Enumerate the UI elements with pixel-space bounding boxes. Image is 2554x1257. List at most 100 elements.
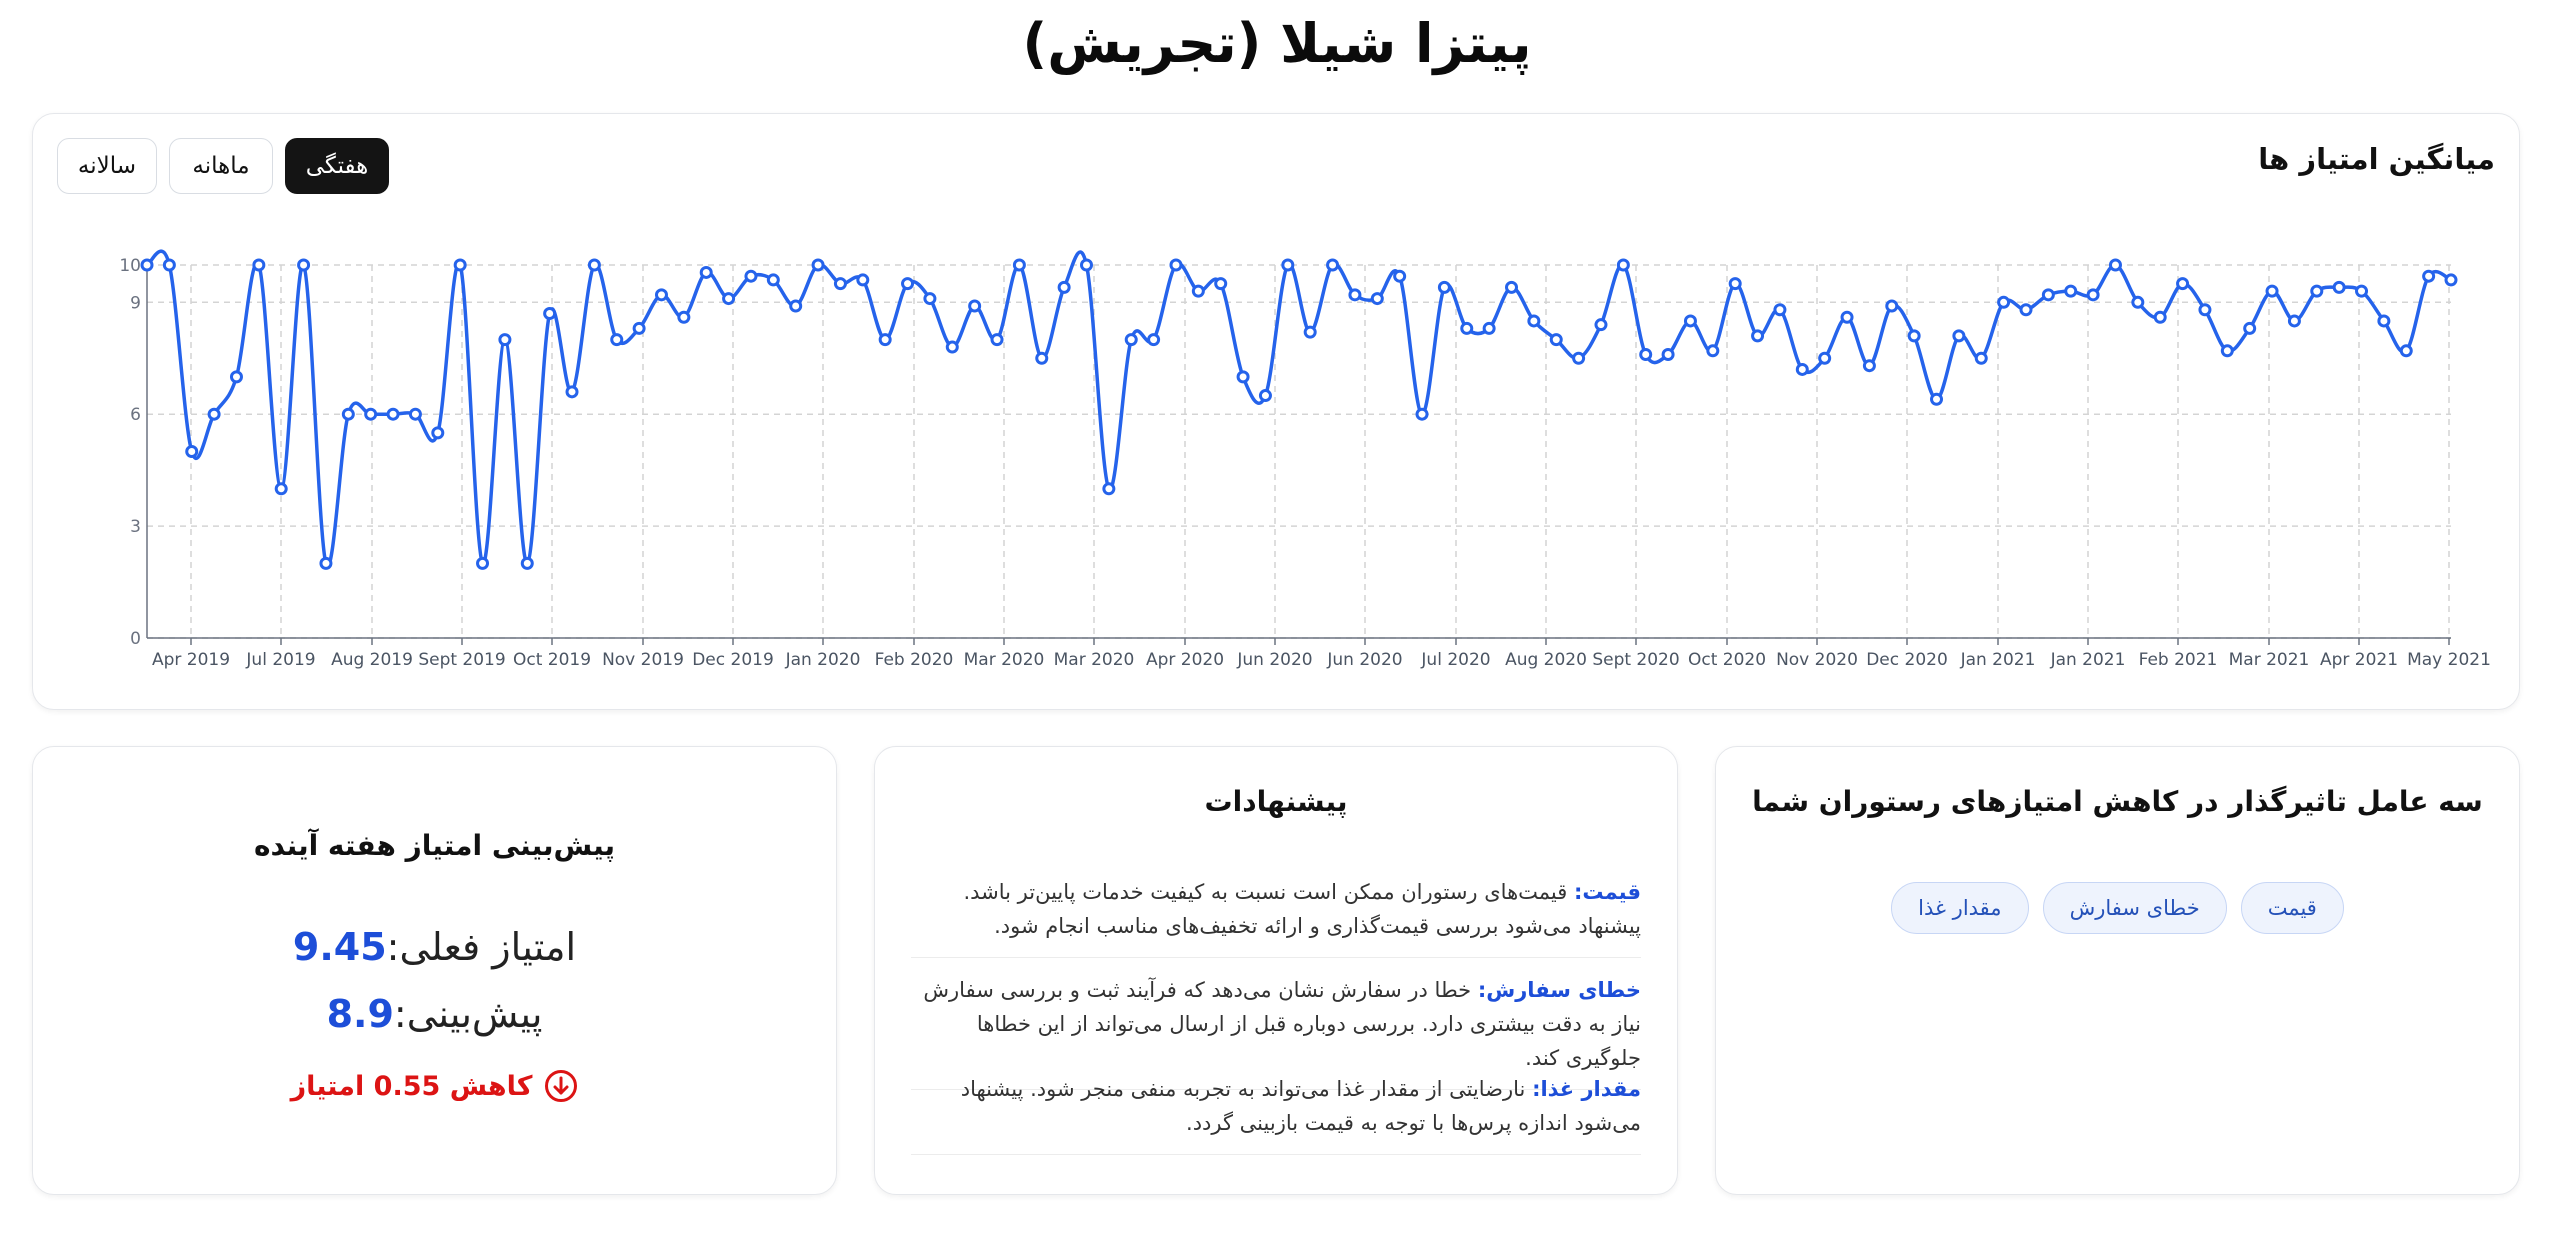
x-tick-label: Feb 2020 [875,650,954,670]
data-point [901,277,915,291]
data-point [1505,280,1519,294]
forecast-heading: پیش‌بینی امتیاز هفته آینده [253,829,616,862]
data-point [2019,303,2033,317]
data-point [587,258,601,272]
suggestion-item: قیمت: قیمت‌های رستوران ممکن است نسبت به … [911,875,1641,958]
data-point [990,333,1004,347]
x-tick-label: Oct 2019 [513,650,591,670]
data-point [2108,258,2122,272]
tab-weekly[interactable]: هفتگی [285,138,389,194]
data-point [2355,284,2369,298]
x-tick-label: Sept 2019 [418,650,505,670]
data-point [1482,321,1496,335]
data-point [1057,280,1071,294]
data-point [968,299,982,313]
data-point [207,407,221,421]
data-point [1661,348,1675,362]
data-point [1930,392,1944,406]
factor-tag-order-error[interactable]: خطای سفارش [2042,882,2227,934]
data-point [811,258,825,272]
predicted-score: پیش‌بینی:8.9 [33,992,836,1036]
data-point [878,333,892,347]
data-point [431,426,445,440]
data-point [386,407,400,421]
x-tick-label: Aug 2019 [331,650,413,670]
data-point [1572,351,1586,365]
data-point [1236,370,1250,384]
data-point [1818,351,1832,365]
data-point [1437,280,1451,294]
x-tick-label: May 2021 [2407,650,2491,670]
data-point [1415,407,1429,421]
suggestions-heading: پیشنهادات [1204,785,1348,818]
data-point [610,333,624,347]
data-point [632,321,646,335]
ratings-chart-card: 0 3 6 9 10 Apr 2019 Jul 2019 Aug 2019 Sept 2019 O… [32,113,2520,710]
data-point [2086,288,2100,302]
data-point [856,273,870,287]
arrow-down-circle-icon [545,1070,578,1102]
data-point [1147,333,1161,347]
current-score-value: 9.45 [292,925,387,969]
y-tick-label: 10 [119,256,141,276]
x-tick-label: Sept 2020 [1592,650,1679,670]
data-point [1840,310,1854,324]
data-point [1281,258,1295,272]
factors-card: سه عامل تاثیرگذار در کاهش امتیازهای رستو… [1715,746,2520,1195]
data-point [1214,277,1228,291]
data-point [1191,284,1205,298]
data-point [945,340,959,354]
data-point [565,385,579,399]
current-score-label: امتیاز فعلی: [386,925,577,969]
data-point [2198,303,2212,317]
data-point [520,556,534,570]
tab-yearly[interactable]: سالانه [57,138,157,194]
data-point [699,265,713,279]
x-tick-label: Mar 2020 [964,650,1045,670]
score-change: کاهش 0.55 امتیاز [33,1069,836,1103]
x-tick-label: Jan 2021 [2050,650,2126,670]
data-point [654,288,668,302]
data-point [1773,303,1787,317]
data-point [1169,258,1183,272]
factor-tag-food-quantity[interactable]: مقدار غذا [1891,882,2029,934]
x-tick-label: Nov 2019 [602,650,684,670]
data-point [2444,273,2458,287]
x-tick-label: Aug 2020 [1505,650,1587,670]
data-point [2131,295,2145,309]
data-point [1393,269,1407,283]
chart-title: میانگین امتیاز ها [2258,142,2495,176]
x-tick-label: Feb 2021 [2139,650,2218,670]
factors-heading: سه عامل تاثیرگذار در کاهش امتیازهای رستو… [1752,785,2483,818]
y-tick-label: 3 [130,517,141,537]
tab-monthly[interactable]: ماهانه [169,138,273,194]
current-score: امتیاز فعلی:9.45 [33,925,836,969]
data-point [252,258,266,272]
x-tick-label: Apr 2020 [1146,650,1224,670]
data-point [1952,329,1966,343]
factor-tag-price[interactable]: قیمت [2240,882,2344,934]
data-point [1303,325,1317,339]
data-point [1683,314,1697,328]
x-tick-label: Jan 2021 [1960,650,2036,670]
data-point [2176,277,2190,291]
predicted-score-value: 8.9 [326,992,394,1036]
data-point [229,370,243,384]
data-point [2064,284,2078,298]
data-point [1639,348,1653,362]
data-point [1997,295,2011,309]
data-point [1527,314,1541,328]
suggestion-text: قیمت‌های رستوران ممکن است نسبت به کیفیت … [963,880,1641,938]
data-point [453,258,467,272]
suggestion-item: خطای سفارش: خطا در سفارش نشان می‌دهد که … [911,973,1641,1090]
x-tick-label: Jul 2019 [245,650,315,670]
x-tick-label: Jun 2020 [1236,650,1312,670]
page-title: پیتزا شیلا (تجریش) [1022,12,1532,75]
data-point [1907,329,1921,343]
predicted-score-label: پیش‌بینی: [393,992,543,1036]
data-point [140,258,154,272]
data-point [162,258,176,272]
data-point [2220,344,2234,358]
data-point [1102,482,1116,496]
y-tick-label: 0 [130,629,141,649]
